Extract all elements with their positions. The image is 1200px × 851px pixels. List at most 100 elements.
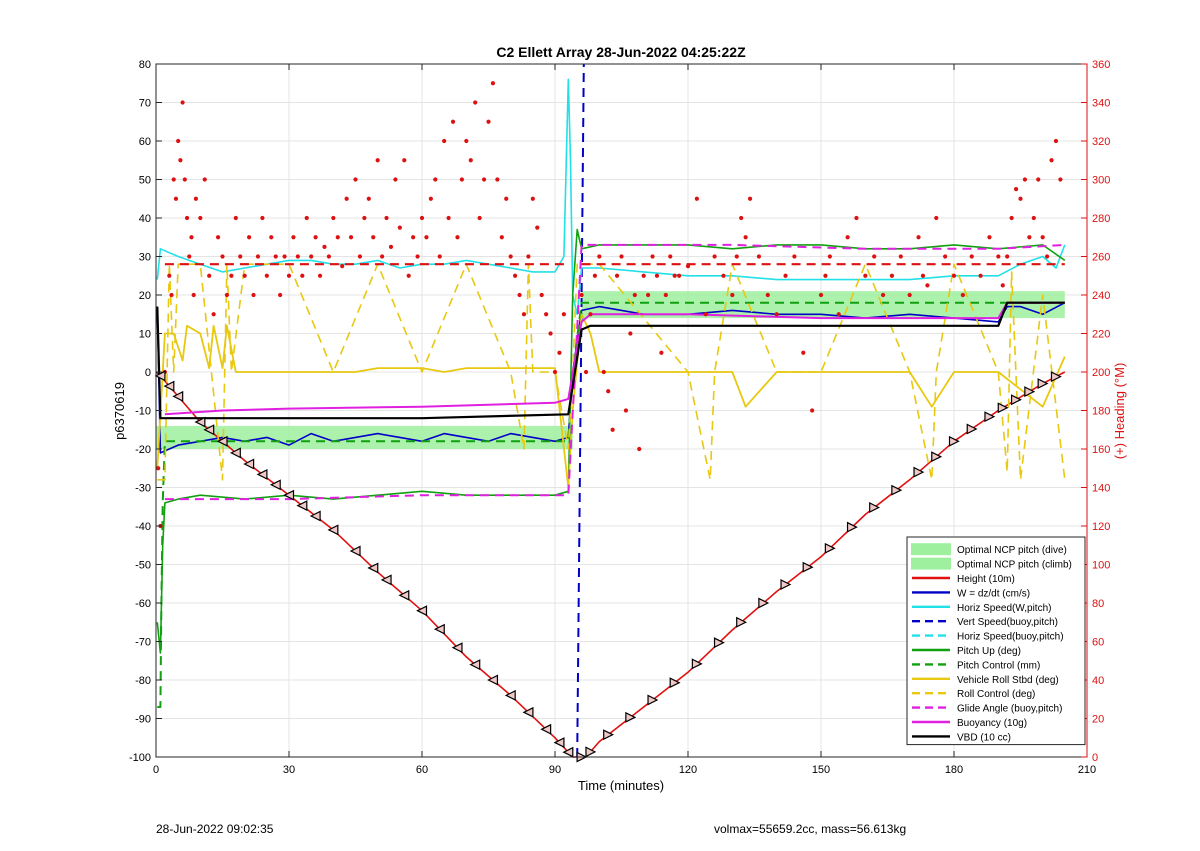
- x-tick-label: 180: [945, 764, 963, 776]
- heading-point: [1040, 235, 1045, 240]
- heading-point: [996, 254, 1001, 259]
- x-tick-label: 0: [153, 764, 159, 776]
- heading-point: [721, 273, 726, 278]
- heading-point: [743, 235, 748, 240]
- heading-point: [907, 292, 912, 298]
- y-tick-label: 20: [139, 290, 151, 302]
- heading-point: [366, 196, 371, 201]
- height-marker: [398, 589, 410, 601]
- heading-point: [588, 312, 593, 317]
- heading-point: [548, 331, 553, 336]
- height-marker: [802, 561, 814, 573]
- x-axis-label: Time (minutes): [578, 778, 664, 793]
- height-marker: [669, 677, 681, 689]
- heading-point: [672, 273, 677, 278]
- heading-point: [504, 196, 509, 201]
- height-marker: [780, 579, 792, 590]
- heading-point: [765, 292, 770, 298]
- heading-point: [1053, 138, 1059, 144]
- height-marker: [522, 706, 534, 718]
- height-marker: [469, 659, 481, 671]
- height-marker: [269, 479, 281, 491]
- heading-point: [419, 215, 425, 221]
- heading-point: [198, 215, 203, 221]
- heading-point: [380, 254, 385, 259]
- y2-tick-label: 220: [1092, 329, 1110, 341]
- heading-point: [156, 466, 161, 471]
- heading-point: [535, 225, 540, 230]
- footer-timestamp: 28-Jun-2022 09:02:35: [156, 822, 274, 836]
- heading-point: [544, 312, 549, 317]
- ncp-band: [156, 425, 573, 449]
- heading-point: [459, 177, 464, 182]
- x-tick-label: 60: [416, 764, 428, 776]
- legend-label: Optimal NCP pitch (climb): [957, 560, 1072, 571]
- heading-point: [969, 254, 974, 259]
- heading-point: [191, 292, 196, 298]
- heading-point: [579, 292, 584, 298]
- heading-point: [654, 273, 660, 278]
- heading-point: [1005, 254, 1010, 259]
- series-line: [576, 63, 585, 758]
- heading-point: [313, 235, 318, 240]
- legend-label: Horiz Speed(W,pitch): [957, 603, 1051, 614]
- heading-point: [304, 215, 309, 221]
- chart-title: C2 Ellett Array 28-Jun-2022 04:25:22Z: [496, 44, 746, 60]
- y2-tick-label: 60: [1092, 637, 1104, 649]
- heading-point: [623, 408, 629, 413]
- y2-tick-label: 80: [1092, 598, 1104, 610]
- height-marker: [553, 737, 565, 749]
- height-marker: [984, 411, 996, 423]
- heading-point: [712, 254, 717, 259]
- heading-point: [650, 254, 655, 259]
- heading-point: [428, 196, 433, 201]
- heading-point: [193, 196, 198, 201]
- heading-point: [703, 312, 708, 317]
- heading-point: [614, 273, 620, 278]
- series-lines: [155, 63, 1066, 758]
- heading-point: [668, 254, 673, 259]
- heading-point: [353, 177, 358, 182]
- heading-point: [326, 254, 331, 259]
- y2-tick-label: 100: [1092, 560, 1110, 572]
- height-marker: [540, 723, 552, 735]
- heading-point: [951, 273, 957, 278]
- legend-label: Vehicle Roll Stbd (deg): [957, 675, 1059, 686]
- heading-point: [242, 273, 247, 278]
- heading-point: [220, 254, 225, 259]
- heading-point: [943, 254, 948, 259]
- heading-point: [747, 196, 753, 201]
- heading-point: [173, 196, 179, 201]
- series-line: [156, 301, 1065, 420]
- heading-point: [539, 292, 544, 298]
- heading-point: [371, 235, 376, 240]
- legend-label: VBD (10 cc): [957, 732, 1011, 743]
- y-axis-label: p6370619: [112, 382, 127, 440]
- y2-tick-label: 260: [1092, 252, 1110, 264]
- y-tick-label: -30: [135, 483, 151, 495]
- height-marker: [172, 390, 184, 402]
- height-marker: [1037, 378, 1049, 390]
- heading-point: [783, 273, 788, 278]
- heading-point: [756, 254, 762, 259]
- heading-point: [229, 273, 234, 278]
- y-tick-label: 40: [139, 213, 151, 225]
- height-marker: [931, 451, 943, 463]
- heading-point: [464, 138, 469, 144]
- footer-volmax-mass: volmax=55659.2cc, mass=56.613kg: [714, 822, 907, 836]
- heading-point: [207, 273, 212, 278]
- heading-point: [499, 235, 504, 240]
- height-marker: [603, 729, 615, 741]
- height-marker: [625, 711, 637, 723]
- y2-tick-label: 240: [1092, 290, 1110, 302]
- heading-point: [677, 273, 682, 278]
- heading-point: [171, 177, 176, 182]
- heading-point: [273, 254, 278, 259]
- heading-point: [238, 254, 243, 259]
- heading-point: [215, 235, 221, 240]
- heading-point: [818, 292, 824, 298]
- heading-point: [1009, 215, 1014, 221]
- heading-point: [233, 215, 238, 221]
- heading-point: [854, 215, 859, 221]
